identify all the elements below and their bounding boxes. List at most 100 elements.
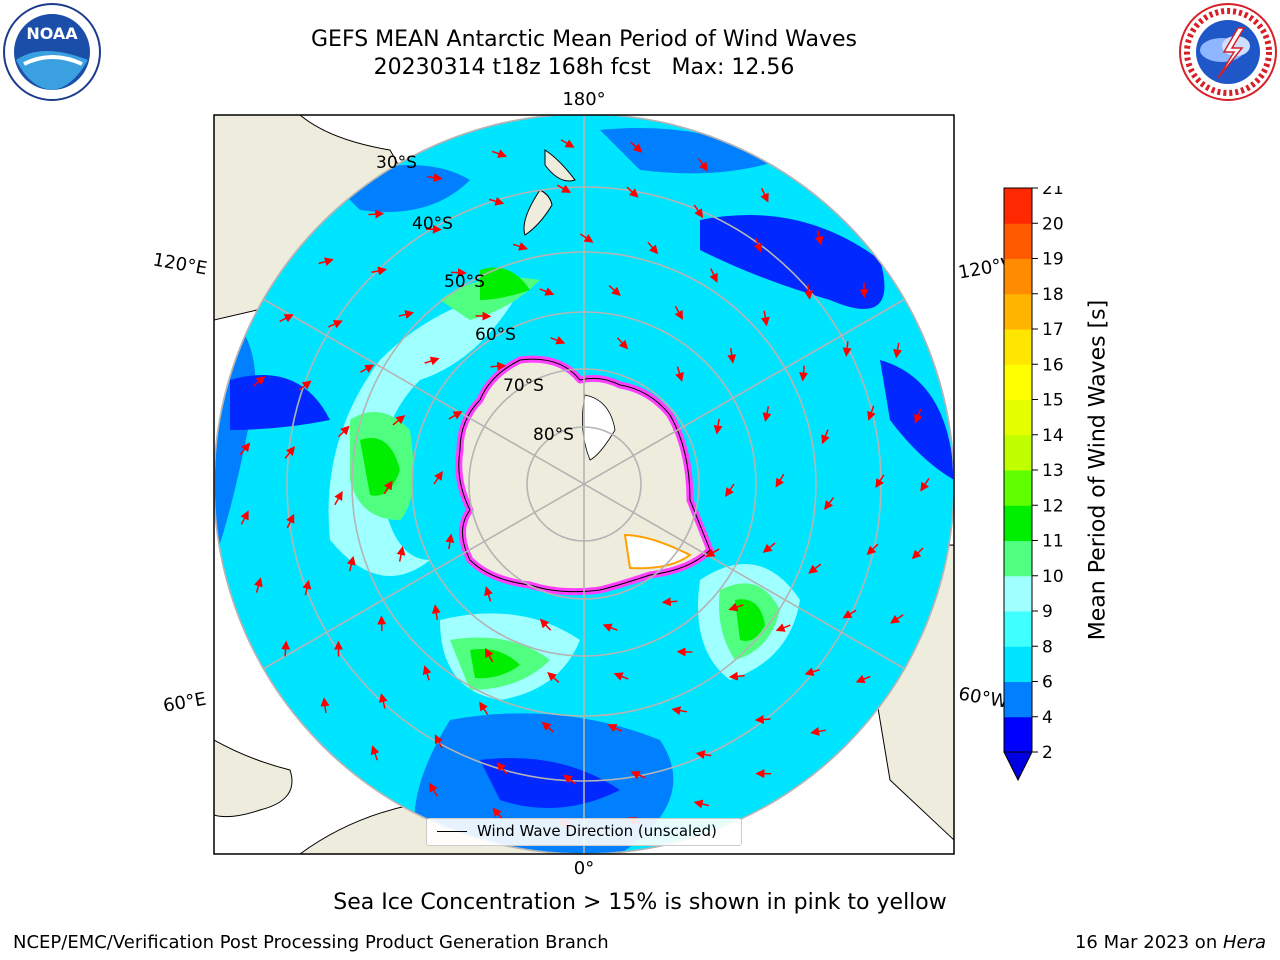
noaa-logo: NOAA	[3, 3, 101, 101]
wind-wave-arrow	[674, 305, 683, 320]
wind-wave-arrow	[920, 478, 930, 492]
wind-wave-arrows	[239, 139, 930, 830]
wind-wave-arrow	[799, 365, 809, 382]
wind-wave-arrow	[383, 480, 393, 495]
wind-wave-arrow	[804, 667, 820, 676]
colorbar-segment	[1004, 293, 1032, 330]
wind-wave-arrow	[302, 579, 312, 596]
colorbar-segment	[1004, 505, 1032, 541]
wind-wave-arrow	[485, 648, 494, 663]
wind-wave-arrow	[760, 310, 770, 327]
colorbar-segment	[1004, 611, 1032, 647]
wind-wave-arrow	[328, 320, 343, 329]
wind-wave-arrow	[709, 268, 718, 283]
lat-label-70s: 70°S	[503, 376, 544, 396]
colorbar-tick-label: 20	[1042, 214, 1064, 234]
wind-wave-arrow	[445, 533, 455, 550]
lat-label-60s: 60°S	[475, 325, 516, 345]
legend-line-swatch	[437, 831, 467, 832]
wind-wave-arrow	[630, 141, 643, 153]
lon-label-120e: 120°E	[151, 249, 209, 279]
wind-wave-arrow	[808, 563, 822, 574]
wind-wave-arrow	[320, 697, 330, 714]
wind-wave-arrow	[671, 706, 688, 716]
colorbar-tick-label: 19	[1042, 250, 1064, 270]
wind-wave-arrow	[647, 241, 659, 255]
colorbar-segment	[1004, 399, 1032, 436]
wind-wave-arrow	[875, 474, 885, 489]
colorbar-tick-label: 4	[1042, 708, 1053, 728]
wind-wave-arrow	[705, 548, 720, 557]
wind-wave-arrow	[254, 577, 263, 593]
wind-wave-arrow	[450, 268, 467, 278]
wind-wave-arrow	[842, 341, 852, 357]
wind-wave-arrow	[422, 665, 432, 681]
wind-wave-arrow	[866, 543, 879, 556]
colorbar-tick-label: 16	[1042, 355, 1064, 375]
wind-wave-arrow	[842, 609, 857, 619]
wind-wave-arrow	[539, 287, 555, 296]
wind-wave-arrow	[378, 693, 388, 709]
wind-wave-arrow	[392, 415, 406, 426]
wind-wave-arrow	[675, 366, 684, 382]
wind-wave-arrow	[754, 714, 771, 724]
wind-wave-arrow	[433, 470, 443, 485]
wind-wave-arrow	[539, 618, 552, 631]
map-title: GEFS MEAN Antarctic Mean Period of Wind …	[311, 27, 857, 52]
colorbar-segment	[1004, 364, 1032, 400]
colorbar-extend-arrow	[1003, 751, 1033, 782]
wind-wave-arrow	[360, 364, 375, 373]
wind-wave-arrow	[893, 342, 903, 359]
wind-wave-arrow	[695, 750, 712, 760]
wind-wave-arrow	[429, 782, 438, 797]
wind-wave-arrow	[762, 542, 776, 553]
colorbar-segment	[1004, 716, 1032, 753]
wind-wave-arrow	[479, 701, 489, 716]
wind-wave-arrow	[821, 429, 830, 445]
wind-wave-arrow	[541, 721, 555, 733]
wind-wave-arrow	[579, 233, 594, 243]
wind-wave-arrow	[512, 242, 529, 251]
wind-wave-arrow	[914, 408, 923, 424]
wind-wave-arrow	[396, 546, 406, 562]
wind-wave-arrow	[728, 671, 745, 681]
colorbar-tick-label: 9	[1042, 602, 1053, 622]
colorbar-segment	[1004, 188, 1032, 224]
map-legend: Wind Wave Direction (unscaled)	[426, 818, 742, 846]
wind-wave-arrow	[608, 285, 621, 297]
wind-wave-arrow	[488, 196, 505, 206]
colorbar-tick-label: 6	[1042, 673, 1053, 693]
wind-wave-arrow	[616, 337, 629, 350]
wind-wave-arrow	[713, 418, 723, 435]
footer-date: 16 Mar 2023 on Hera	[1075, 932, 1266, 953]
wind-wave-arrow	[346, 555, 356, 572]
wind-wave-arrow	[804, 284, 814, 300]
colorbar-tick-label: 18	[1042, 285, 1064, 305]
colorbar-segment	[1004, 646, 1032, 682]
wind-wave-arrow	[426, 224, 442, 234]
colorbar-segment	[1004, 575, 1032, 612]
wind-wave-arrow	[867, 405, 876, 421]
wind-wave-arrow	[431, 604, 441, 621]
wind-wave-arrow	[753, 237, 763, 253]
colorbar-segment	[1004, 470, 1032, 506]
wind-wave-arrow	[239, 442, 251, 456]
noaa-logo-text: NOAA	[26, 24, 78, 43]
colorbar-tick-label: 13	[1042, 461, 1064, 481]
wind-wave-arrow	[725, 483, 735, 498]
colorbar-tick-label: 8	[1042, 637, 1053, 657]
wind-wave-arrow	[427, 173, 443, 183]
colorbar-tick-label: 14	[1042, 426, 1064, 446]
wind-wave-arrow	[371, 266, 388, 276]
legend-label: Wind Wave Direction (unscaled)	[477, 822, 717, 840]
wind-wave-arrow	[607, 724, 622, 733]
wind-wave-arrow	[490, 361, 507, 371]
wind-wave-arrow	[824, 496, 835, 510]
colorbar-tick-label: 17	[1042, 320, 1064, 340]
wind-wave-arrow	[491, 149, 508, 158]
wind-wave-arrow	[613, 672, 629, 681]
wind-wave-arrow	[484, 586, 493, 602]
wind-wave-arrow	[337, 425, 350, 438]
colorbar-segment	[1004, 223, 1032, 259]
colorbar-tick-label: 21	[1042, 186, 1064, 199]
